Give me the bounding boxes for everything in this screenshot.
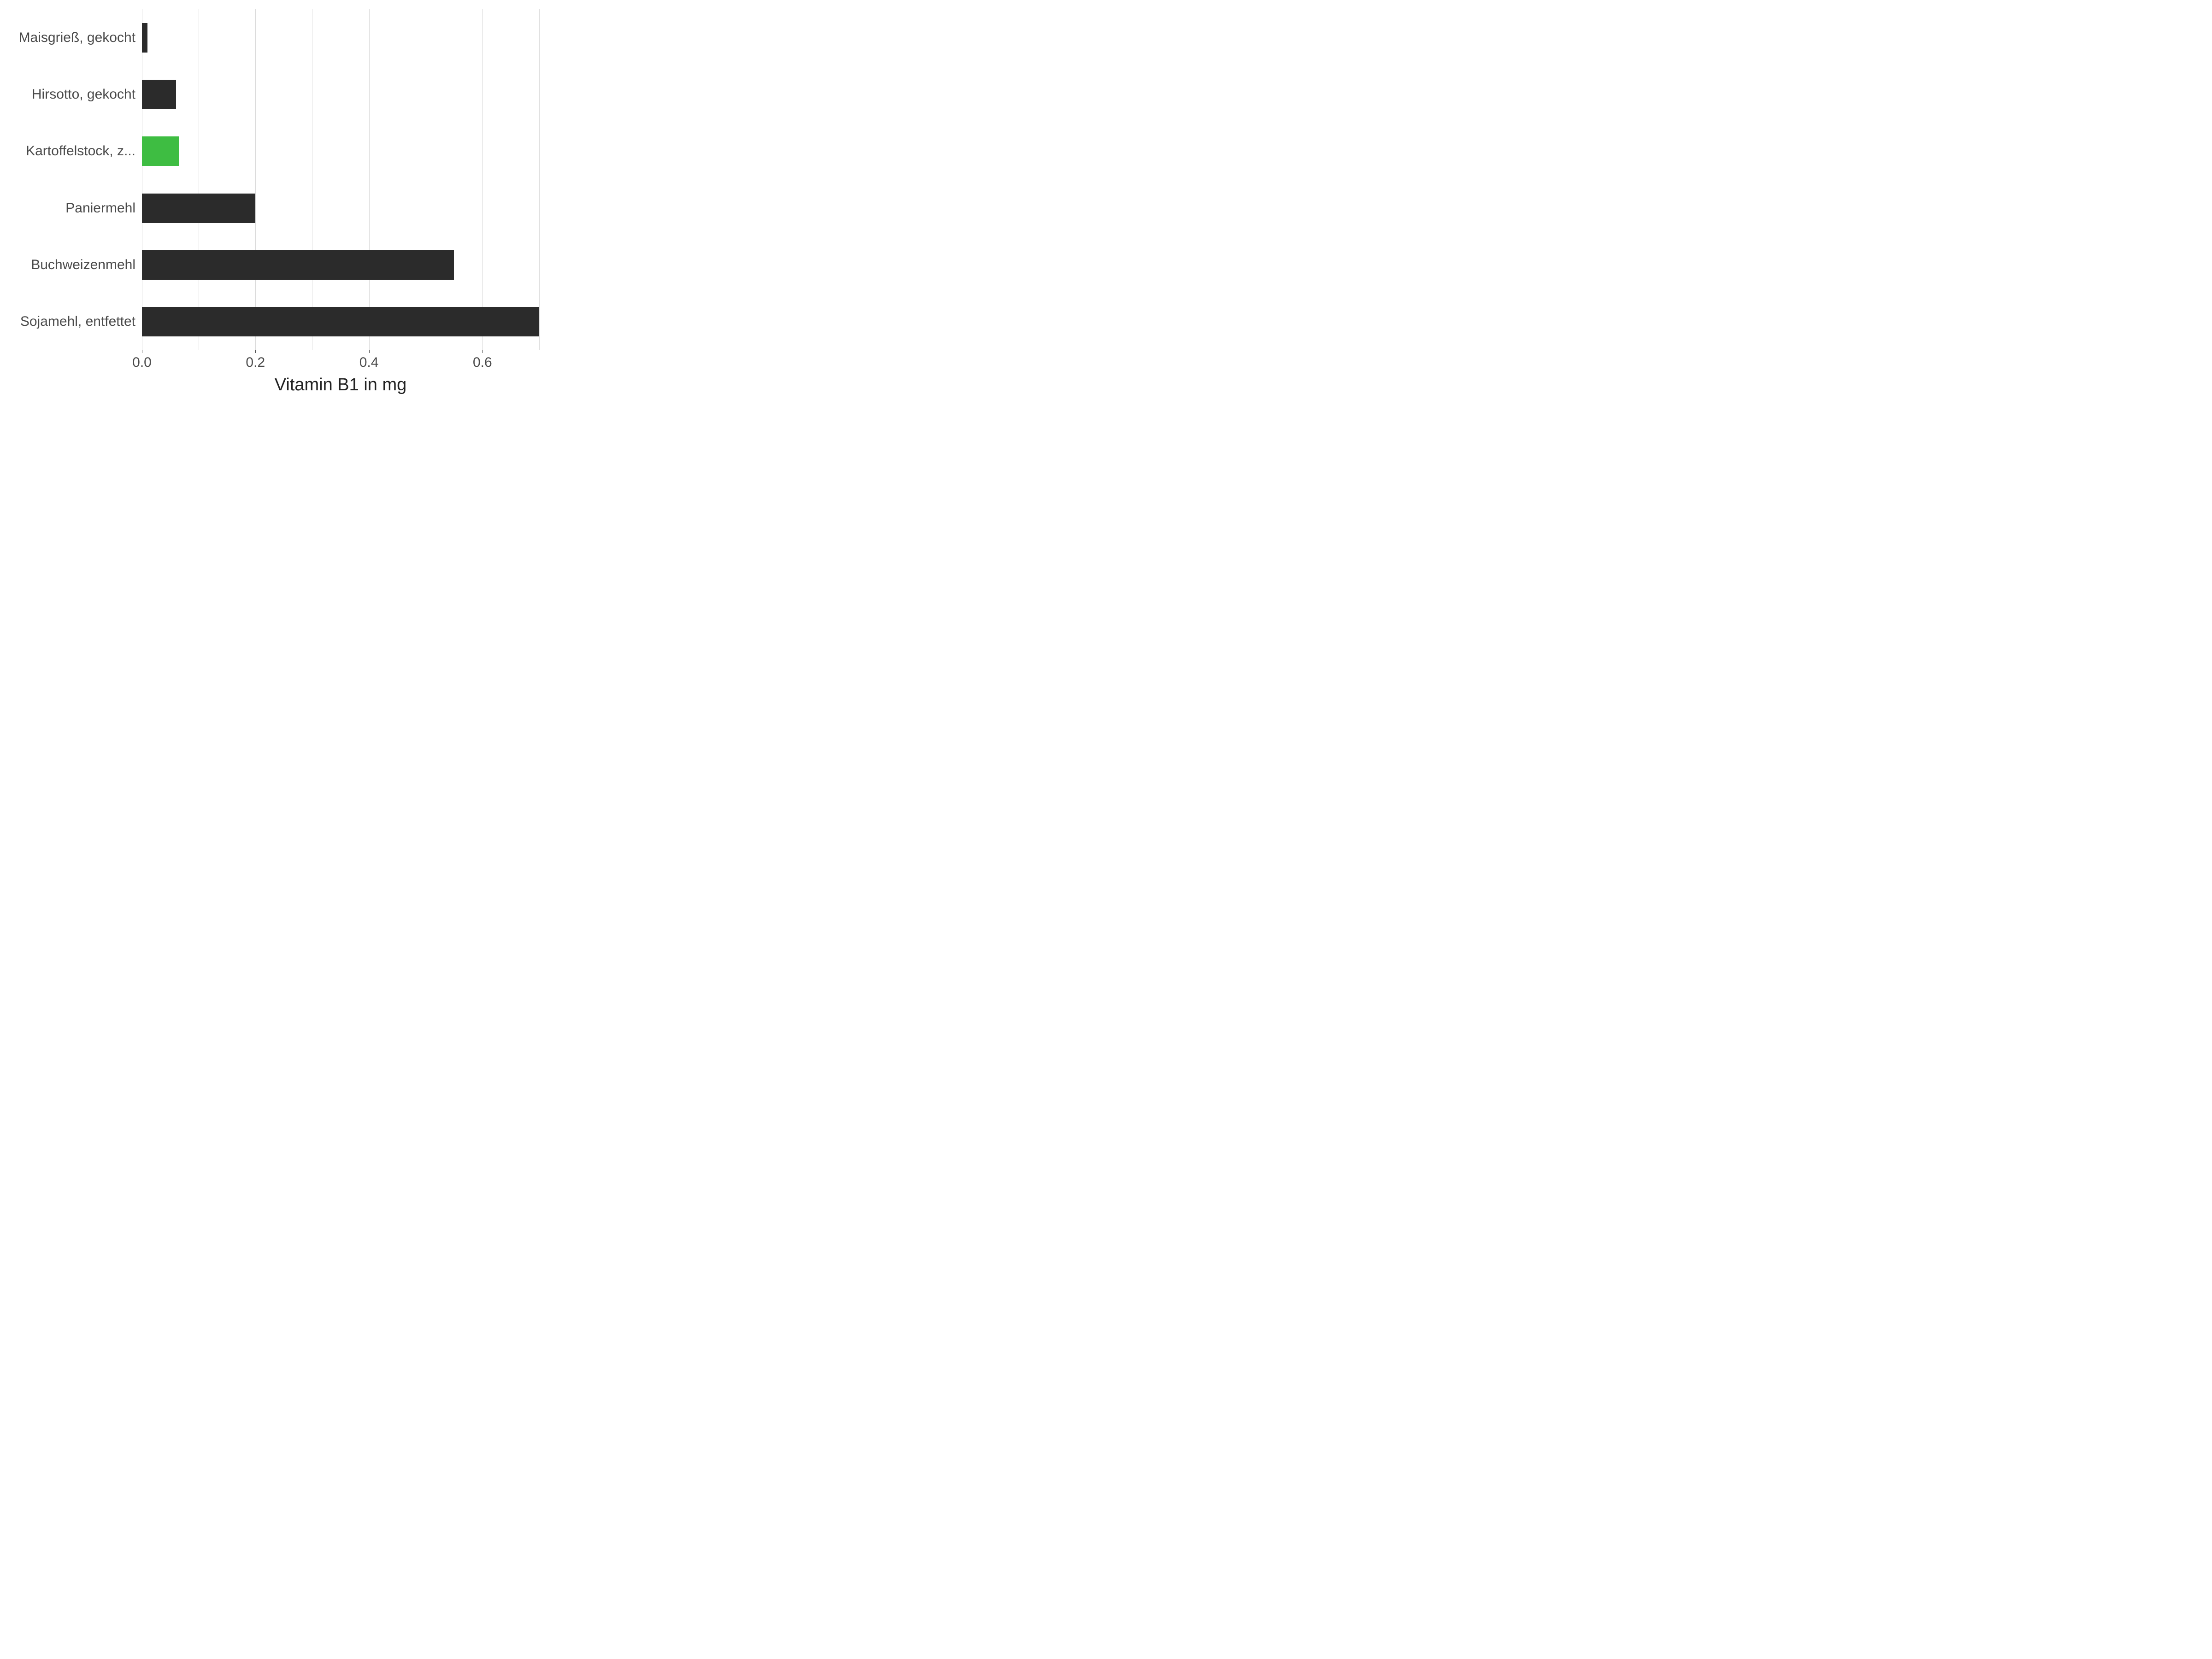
- gridline: [255, 9, 256, 350]
- x-axis-title: Vitamin B1 in mg: [275, 375, 407, 395]
- bar: [142, 23, 147, 53]
- y-category-label: Maisgrieß, gekocht: [19, 30, 142, 46]
- plot-area: Vitamin B1 in mg 0.00.20.40.6Sojamehl, e…: [142, 9, 539, 350]
- y-category-label: Hirsotto, gekocht: [32, 87, 142, 102]
- x-tick-label: 0.2: [246, 350, 265, 371]
- x-tick-label: 0.4: [359, 350, 379, 371]
- x-tick-label: 0.6: [473, 350, 492, 371]
- chart-container: Vitamin B1 in mg 0.0 0.2 0.4 0.6 Sojamehl, e…: [0, 0, 553, 415]
- bar: [142, 250, 454, 280]
- bar: [142, 80, 176, 109]
- y-category-label: Sojamehl, entfettet: [20, 314, 142, 329]
- bar: [142, 194, 255, 223]
- gridline-minor: [539, 9, 540, 350]
- bar: [142, 307, 539, 336]
- y-category-label: Kartoffelstock, z...: [26, 143, 142, 159]
- bar: [142, 136, 179, 166]
- y-category-label: Buchweizenmehl: [31, 257, 142, 273]
- gridline: [369, 9, 370, 350]
- x-tick-label: 0.0: [132, 350, 152, 371]
- gridline: [482, 9, 483, 350]
- y-category-label: Paniermehl: [65, 200, 142, 216]
